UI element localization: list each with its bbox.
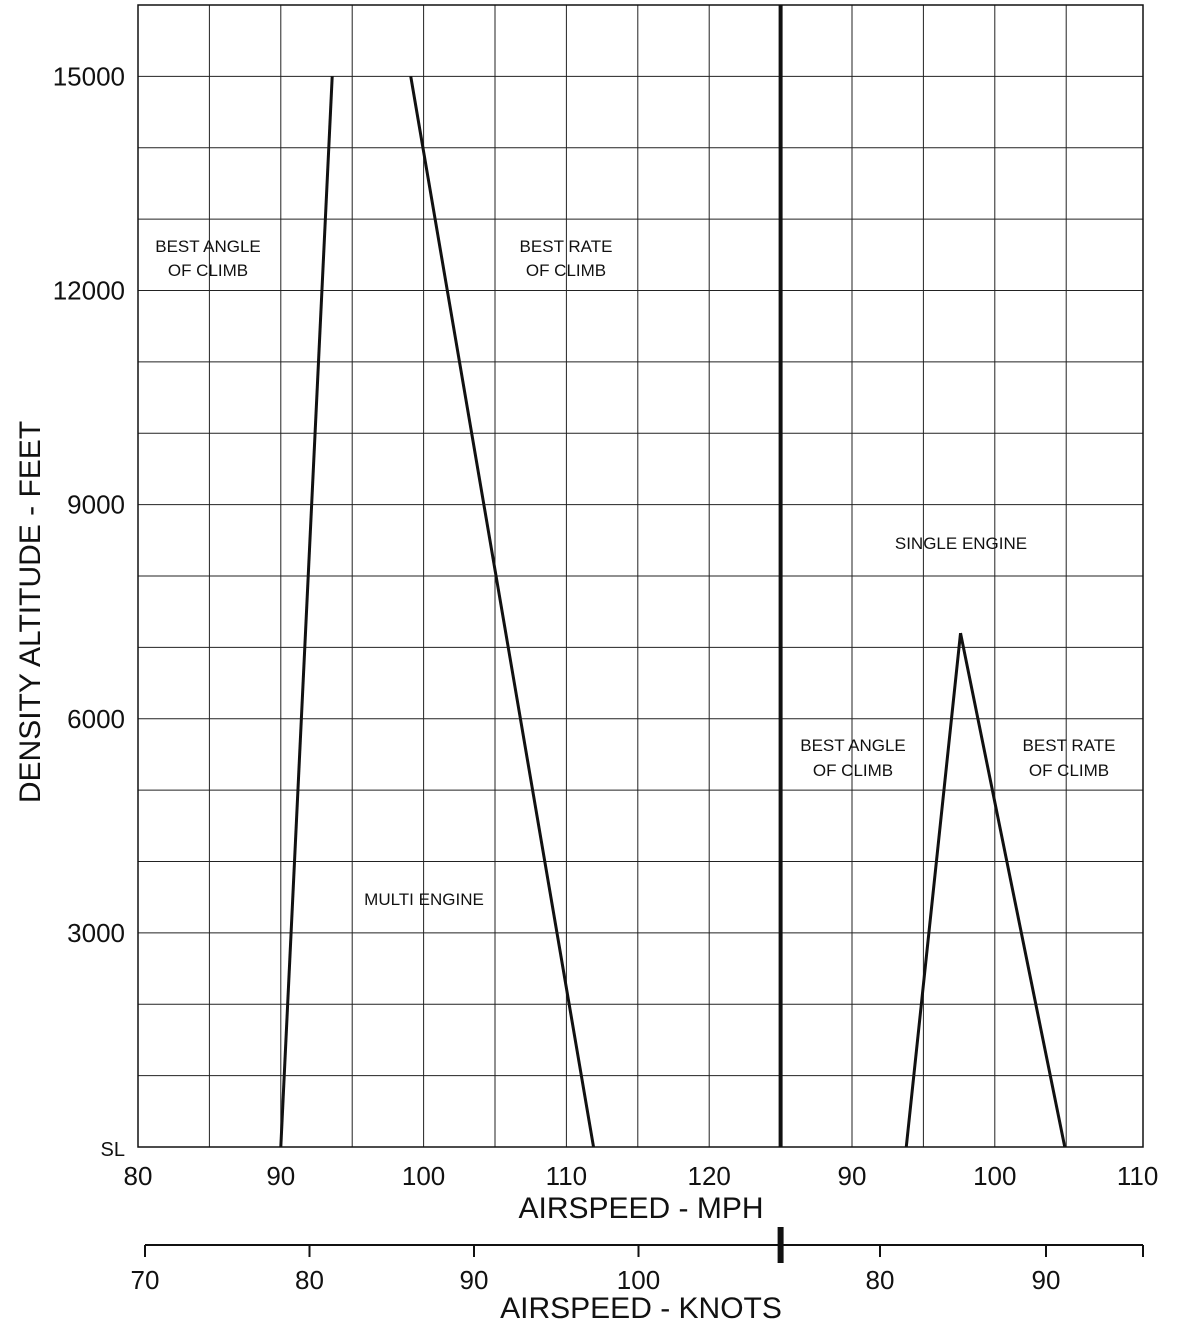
single-engine-label: SINGLE ENGINE [895,534,1027,553]
multi-best-rate-label: BEST RATE [520,237,613,256]
knots-tick-label: 100 [617,1265,660,1295]
plot-frame [137,4,1144,1148]
multi-best-rate-line [409,76,596,1148]
knots-tick-label: 70 [131,1265,160,1295]
y-tick-label: 12000 [53,276,125,306]
mph-tick-label: 90 [266,1161,295,1191]
multi-best-angle-line [279,76,334,1148]
mph-tick-label: 110 [1117,1161,1158,1191]
knots-tick-label: 90 [1032,1265,1061,1295]
y-tick-label: SL [101,1139,125,1161]
knots-tick-label: 80 [866,1265,895,1295]
single-best-rate-line [959,632,1067,1148]
mph-tick-label: 120 [688,1161,731,1191]
mph-tick-label: 80 [124,1161,153,1191]
knots-tick-label: 80 [295,1265,324,1295]
y-tick-label: 9000 [67,490,125,520]
multi-best-rate-label-2: OF CLIMB [526,261,606,280]
single-best-angle-label-2: OF CLIMB [813,761,893,780]
single-best-rate-label-2: OF CLIMB [1029,761,1109,780]
knots-tick-label: 90 [460,1265,489,1295]
mph-tick-label: 110 [546,1161,587,1191]
grid [138,4,1143,1147]
y-axis-title: DENSITY ALTITUDE - FEET [14,421,47,803]
single-best-angle-label: BEST ANGLE [800,736,906,755]
multi-best-angle-label-2: OF CLIMB [168,261,248,280]
x-axis-title-mph: AIRSPEED - MPH [518,1192,763,1225]
single-best-rate-label: BEST RATE [1023,736,1116,755]
y-tick-label: 3000 [67,918,125,948]
knots-axis: 70 80 90 100 80 90 [131,1227,1144,1295]
mph-tick-labels: 80 90 100 110 120 90 100 110 [124,1161,1159,1191]
x-axis-title-knots: AIRSPEED - KNOTS [500,1292,782,1325]
mph-tick-label: 100 [402,1161,445,1191]
single-best-angle-line [904,632,963,1148]
mph-tick-label: 100 [973,1161,1016,1191]
multi-best-angle-label: BEST ANGLE [155,237,261,256]
mph-tick-label: 90 [838,1161,867,1191]
series-lines [279,76,1067,1148]
y-tick-label: 6000 [67,704,125,734]
y-tick-labels: SL 3000 6000 9000 12000 15000 [53,61,125,1161]
y-tick-label: 15000 [53,61,125,91]
multi-engine-label: MULTI ENGINE [364,890,484,909]
